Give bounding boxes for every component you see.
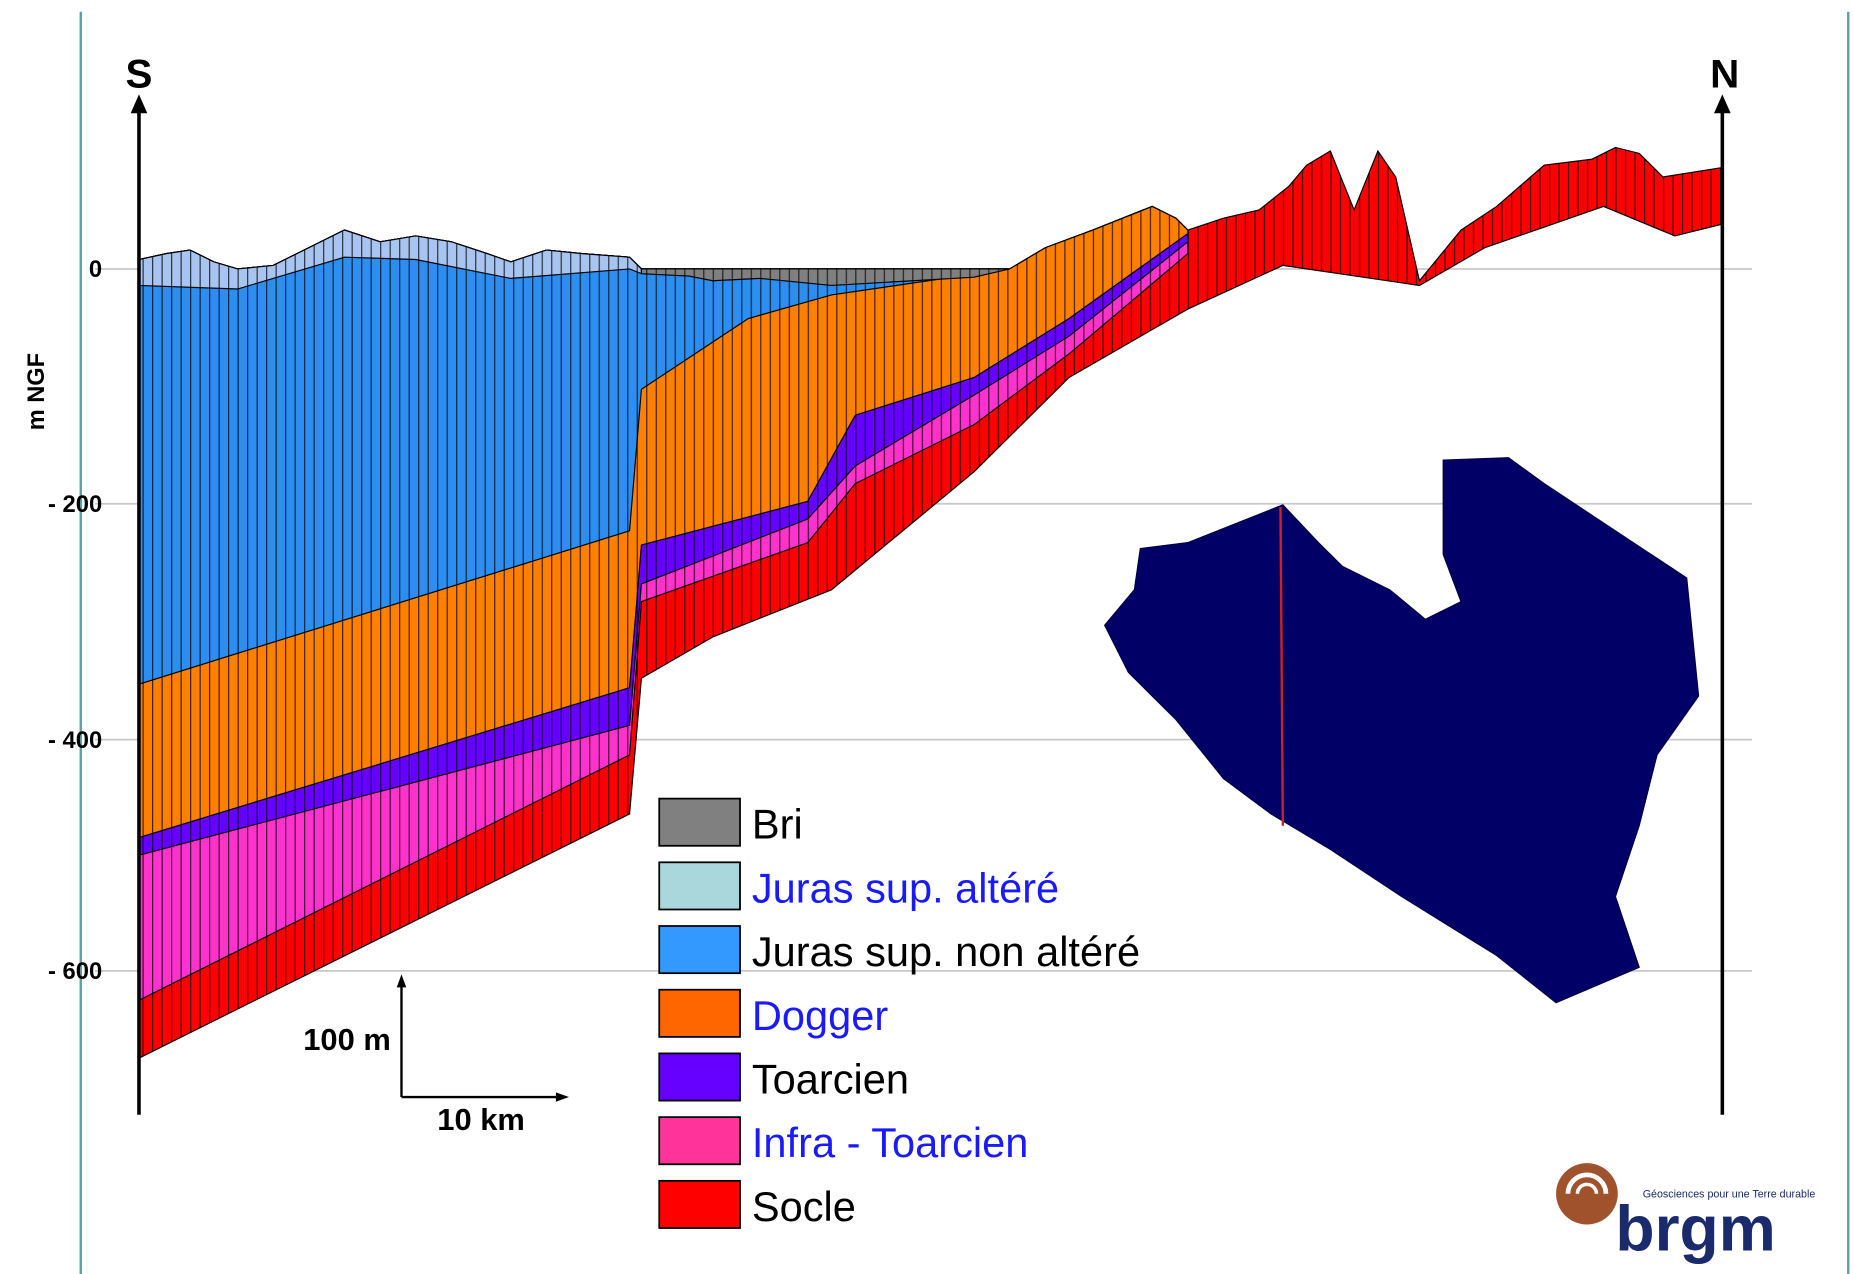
depth-label: - 400 [48, 728, 102, 754]
legend-label: Juras sup. altéré [752, 865, 1059, 912]
axes [130, 94, 1731, 1115]
legend-label: Infra - Toarcien [752, 1119, 1028, 1166]
legend-swatch [658, 861, 741, 911]
legend-swatch [658, 988, 741, 1038]
legend-swatch [658, 1052, 741, 1102]
legend-label: Socle [752, 1183, 856, 1230]
legend-swatch [658, 797, 741, 847]
scale-vertical: 100 m [303, 1022, 391, 1057]
north-label: N [1710, 51, 1739, 96]
legend-swatch [658, 925, 741, 975]
location-map [1103, 457, 1700, 1004]
legend-swatch [658, 1179, 741, 1229]
logo-name: brgm [1615, 1193, 1775, 1265]
south-label: S [126, 51, 153, 96]
legend: Bri Juras sup. altéré Juras sup. non altér… [658, 797, 1140, 1230]
logo: brgm Géosciences pour une Terre durable [1556, 1163, 1815, 1264]
scale-horizontal: 10 km [437, 1102, 525, 1137]
legend-swatch [658, 1116, 741, 1166]
scale-bar [396, 974, 569, 1102]
legend-label: Toarcien [752, 1056, 909, 1103]
depth-label: - 200 [48, 492, 102, 518]
depth-labels: 0 - 200 - 400 - 600 [48, 257, 102, 985]
legend-label: Juras sup. non altéré [752, 928, 1140, 975]
legend-label: Dogger [752, 992, 889, 1039]
legend-label: Bri [752, 801, 803, 848]
logo-tagline: Géosciences pour une Terre durable [1643, 1188, 1816, 1200]
depth-label: - 600 [48, 959, 102, 985]
axis-label: m NGF [24, 353, 50, 430]
depth-label: 0 [89, 257, 102, 283]
